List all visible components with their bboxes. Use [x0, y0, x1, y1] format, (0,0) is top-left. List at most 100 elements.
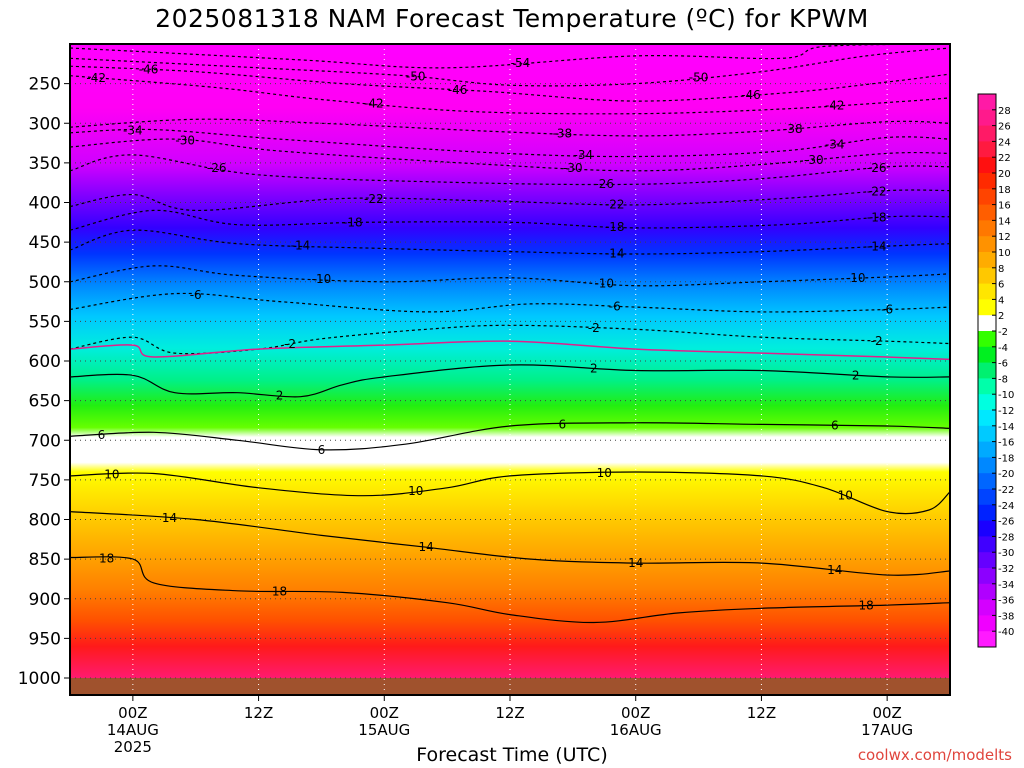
x-tick-label: 15AUG — [358, 721, 410, 739]
colorbar-label: -14 — [998, 422, 1014, 433]
isotherm-line — [69, 292, 951, 313]
colorbar-swatch — [978, 599, 996, 616]
isotherm-label: 18 — [859, 599, 874, 613]
isotherm-label: 6 — [559, 418, 567, 432]
colorbar-swatch — [978, 267, 996, 285]
pressure-axis: 250 300 350 400 450 500 550 600 650 700 750 800 850 9… — [18, 75, 70, 689]
isotherm-label: -22 — [867, 184, 887, 198]
isotherm-label: -14 — [605, 247, 625, 261]
y-tick-label: 800 — [29, 511, 61, 531]
isotherm-label: -18 — [343, 216, 363, 230]
colorbar-label: 6 — [998, 280, 1004, 291]
isotherm-label: -42 — [86, 71, 106, 85]
isotherm-line — [69, 118, 951, 137]
colorbar-label: 22 — [998, 153, 1011, 164]
colorbar-swatch — [978, 378, 996, 395]
isotherm-line — [69, 47, 951, 87]
colorbar-label: 16 — [998, 201, 1011, 212]
colorbar-label: -6 — [998, 359, 1008, 370]
x-tick-label: 00Z — [872, 704, 901, 722]
isotherm-label: -50 — [406, 70, 426, 84]
colorbar-swatch — [978, 94, 996, 111]
colorbar-swatch — [978, 236, 996, 253]
isotherm-label: -34 — [574, 148, 594, 162]
colorbar-label: 18 — [998, 185, 1011, 196]
colorbar-swatch — [978, 252, 996, 269]
isotherm-label: -30 — [804, 153, 824, 167]
isotherm-label: -10 — [312, 272, 332, 286]
colorbar-label: 20 — [998, 169, 1011, 180]
x-tick-label: 2025 — [114, 738, 152, 756]
y-tick-label: 650 — [29, 392, 61, 412]
isotherm-line — [69, 229, 951, 255]
colorbar-swatch — [978, 631, 996, 648]
isotherm-label: -2 — [284, 337, 296, 351]
colorbar-frame — [977, 93, 997, 648]
colorbar-label: -24 — [998, 501, 1014, 512]
colorbar-swatch — [978, 583, 996, 601]
colorbar-label: -40 — [998, 627, 1014, 638]
isotherm-label: -6 — [190, 288, 202, 302]
colorbar-swatch — [978, 346, 996, 364]
colorbar-swatch — [978, 425, 996, 443]
colorbar-label: -28 — [998, 532, 1014, 543]
isotherm-labels: -54-50 -50-46-46 -46-42-42 -42-38 -38-34-34-… — [86, 56, 893, 612]
isotherm-label: -2 — [588, 321, 600, 335]
isotherm-label: -10 — [594, 277, 614, 291]
colorbar-swatch — [978, 283, 996, 300]
x-tick-label: 00Z — [370, 704, 399, 722]
isotherm-line — [69, 422, 951, 451]
isotherm-label: -14 — [291, 239, 311, 253]
y-tick-label: 950 — [29, 629, 61, 649]
colorbar-label: 26 — [998, 122, 1011, 133]
isotherm-label: 10 — [408, 484, 423, 498]
y-tick-label: 1000 — [18, 669, 61, 689]
x-tick-label: 16AUG — [610, 721, 662, 739]
isotherm-line — [69, 138, 951, 172]
isotherm-label: -14 — [867, 240, 887, 254]
isotherm-label: 18 — [99, 551, 114, 565]
isotherm-label: -26 — [867, 161, 887, 175]
isotherm-label: 18 — [272, 584, 287, 598]
colorbar-swatch — [978, 473, 996, 490]
isotherm-label: -2 — [871, 334, 883, 348]
colorbar-label: -12 — [998, 406, 1014, 417]
colorbar-label: -36 — [998, 596, 1014, 607]
isotherm-label: 6 — [98, 428, 106, 442]
isotherm-label: -38 — [783, 122, 803, 136]
isotherm-label: -34 — [825, 137, 845, 151]
colorbar-swatch — [978, 441, 996, 458]
isotherm-label: -34 — [123, 123, 143, 137]
colorbar-label: 14 — [998, 216, 1011, 227]
isotherm-label: -30 — [563, 161, 583, 175]
colorbar-swatch — [978, 489, 996, 506]
isotherm-label: -46 — [448, 83, 468, 97]
colorbar-label: -38 — [998, 611, 1014, 622]
y-tick-label: 900 — [29, 590, 61, 610]
colorbar-swatch — [978, 457, 996, 474]
isotherm-label: 2 — [852, 368, 860, 382]
isotherm-label: -38 — [553, 127, 573, 141]
isotherm-label: -26 — [207, 161, 227, 175]
isotherm-line — [69, 43, 951, 69]
credit-link[interactable]: coolwx.com/modelts — [857, 746, 1012, 764]
colorbar-label: -18 — [998, 453, 1014, 464]
temperature-colorbar: 28 26 24 22 20 18 16 14 12 10 8 6 4 2 -2 -4 -6 -8 -10 -12 -1… — [977, 93, 1014, 648]
isotherm-label: 14 — [827, 563, 842, 577]
y-tick-label: 300 — [29, 114, 61, 134]
isotherm-label: 10 — [597, 466, 612, 480]
colorbar-label: -32 — [998, 564, 1014, 575]
colorbar-swatch — [978, 615, 996, 632]
colorbar-label: 2 — [998, 311, 1004, 322]
isotherm-label: 14 — [419, 540, 434, 554]
y-tick-label: 850 — [29, 550, 61, 570]
colorbar-swatch — [978, 410, 996, 427]
y-tick-label: 750 — [29, 471, 61, 491]
x-tick-label: 00Z — [621, 704, 650, 722]
colorbar-swatch — [978, 362, 996, 379]
colorbar-swatch — [978, 299, 996, 316]
isotherm-line — [69, 75, 951, 115]
isotherm-line — [69, 189, 951, 212]
isotherm-label: 14 — [628, 556, 643, 570]
